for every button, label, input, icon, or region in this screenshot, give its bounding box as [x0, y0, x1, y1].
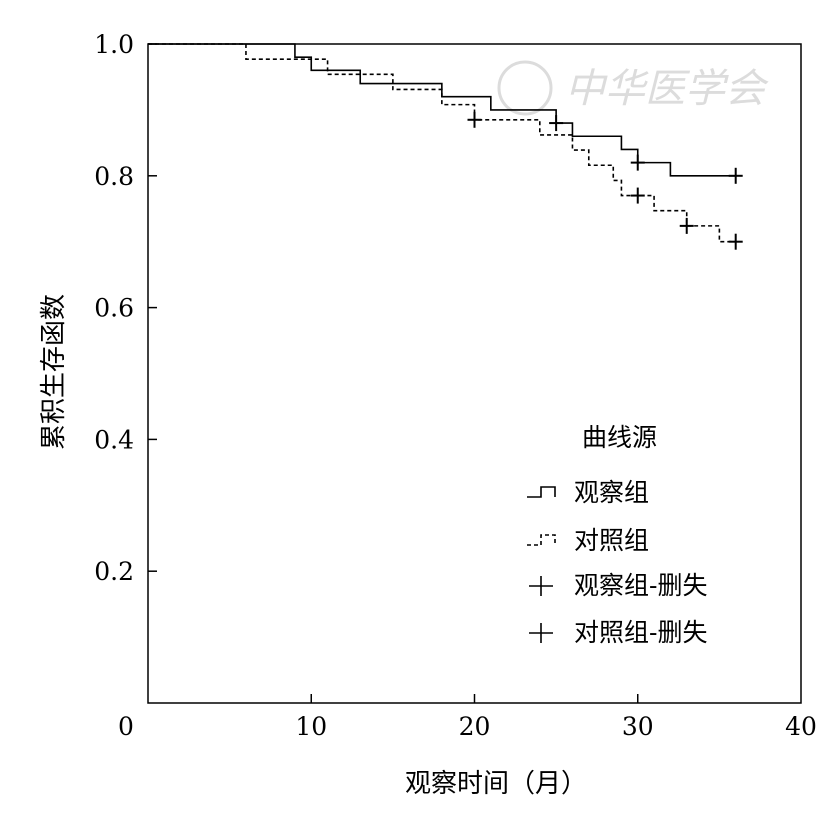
y-axis: 0.2 0.4 0.6 0.8 1.0 [94, 30, 157, 586]
x-tick-label: 10 [295, 712, 327, 741]
censor-mark-control [679, 217, 694, 234]
watermark-text: 中华医学会 [565, 66, 769, 112]
legend-label-control: 对照组 [574, 526, 649, 555]
x-tick-label: 40 [785, 712, 817, 741]
y-tick-label: 0.6 [94, 294, 134, 323]
x-axis-title: 观察时间（月） [405, 769, 587, 799]
censor-mark-control [630, 187, 645, 204]
censor-mark-control [728, 233, 743, 250]
censor-mark-control [467, 111, 482, 128]
y-tick-label: 0.2 [94, 557, 134, 586]
y-axis-title: 累积生存函数 [39, 294, 69, 450]
legend-swatch-observation [527, 486, 556, 498]
legend-swatch-observation-censor [529, 576, 553, 596]
legend-swatch-control-censor [529, 623, 553, 643]
watermark: 中华医学会 [497, 60, 769, 116]
x-axis: 0 10 20 30 40 [118, 694, 817, 741]
censor-mark-observation [549, 115, 564, 132]
legend-label-observation: 观察组 [574, 478, 649, 507]
legend: 曲线源 观察组 对照组 观察组-删失 对照组-删失 [527, 423, 707, 647]
x-tick-label: 0 [118, 712, 134, 741]
y-tick-label: 1.0 [94, 30, 134, 59]
plot-frame [147, 43, 802, 704]
legend-label-observation-censor: 观察组-删失 [574, 571, 707, 600]
censor-mark-observation [630, 154, 645, 171]
y-tick-label: 0.8 [94, 162, 134, 191]
censor-mark-observation [728, 167, 743, 184]
x-tick-label: 20 [459, 712, 491, 741]
legend-label-control-censor: 对照组-删失 [574, 618, 707, 647]
series-control-line [148, 43, 736, 243]
x-tick-label: 30 [622, 712, 654, 741]
watermark-seal-icon [497, 60, 553, 116]
legend-title: 曲线源 [582, 423, 657, 452]
y-tick-label: 0.4 [94, 425, 134, 454]
censor-layer [467, 111, 743, 250]
legend-swatch-control [527, 534, 556, 546]
